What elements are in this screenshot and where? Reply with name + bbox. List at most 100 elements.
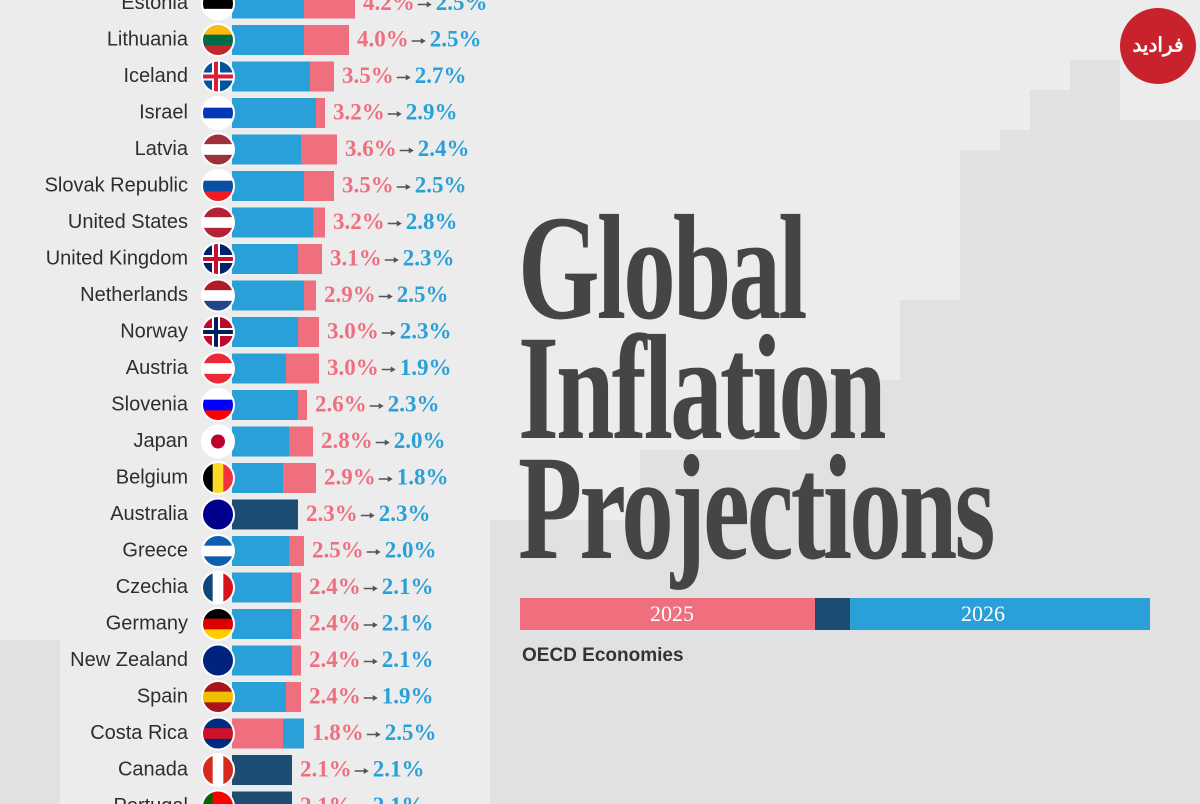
arrow-head bbox=[420, 38, 426, 44]
watermark: فرادید bbox=[1132, 34, 1183, 57]
value-label-2026: 2.5% bbox=[436, 0, 488, 15]
bar-2026 bbox=[232, 572, 292, 603]
bar-2025 bbox=[232, 718, 283, 749]
bar-2026 bbox=[232, 61, 310, 92]
flag-stripe bbox=[212, 790, 224, 804]
flag-ring bbox=[201, 716, 235, 751]
flag-stripe bbox=[202, 556, 234, 567]
arrow-head bbox=[426, 1, 432, 8]
value-label-2025: 3.2% bbox=[333, 99, 385, 124]
flag-ring bbox=[201, 789, 235, 804]
value-label-2026: 2.1% bbox=[382, 610, 434, 635]
flag bbox=[202, 462, 234, 494]
flag-stripe bbox=[202, 154, 234, 166]
flag-stripe bbox=[223, 790, 234, 804]
bar-2026 bbox=[232, 645, 292, 676]
chart-subtitle: OECD Economies bbox=[522, 645, 684, 666]
value-label-2026: 2.4% bbox=[418, 136, 470, 161]
flag-stripe bbox=[202, 571, 214, 604]
arrow-head bbox=[372, 585, 378, 592]
flag bbox=[202, 608, 234, 640]
flag-stripe bbox=[223, 571, 234, 604]
flag-stripe bbox=[202, 300, 234, 312]
category-label: Canada bbox=[118, 758, 189, 780]
bar-2026 bbox=[232, 171, 304, 201]
category-label: New Zealand bbox=[70, 649, 188, 671]
bar-2026 bbox=[232, 390, 298, 420]
bar-2026 bbox=[232, 682, 286, 712]
arrow-head bbox=[390, 330, 396, 336]
value-label-2025: 3.5% bbox=[342, 63, 394, 88]
value-label-2025: 3.0% bbox=[327, 355, 379, 380]
value-label-2026: 2.3% bbox=[400, 318, 452, 343]
flag-ring bbox=[201, 242, 235, 276]
flag bbox=[202, 790, 234, 804]
value-label-2025: 2.1% bbox=[300, 756, 352, 781]
category-label: Belgium bbox=[116, 466, 188, 488]
flag bbox=[202, 754, 234, 786]
flag-stripe bbox=[202, 279, 234, 291]
flag bbox=[202, 0, 234, 20]
arrow-head bbox=[384, 439, 390, 446]
flag-stripe bbox=[202, 45, 234, 56]
bar-2026 bbox=[232, 426, 289, 457]
value-label-2026: 2.8% bbox=[406, 209, 458, 234]
legend-swatch bbox=[850, 598, 1150, 630]
value-label-2025: 3.5% bbox=[342, 172, 394, 197]
bar-2026 bbox=[232, 791, 292, 804]
flag-stripe bbox=[202, 399, 234, 411]
category-label: Greece bbox=[122, 539, 188, 561]
value-label-2025: 2.6% bbox=[315, 391, 367, 416]
bar-2026 bbox=[232, 353, 286, 384]
flag-stripe bbox=[223, 754, 234, 786]
flag-stripe bbox=[202, 410, 234, 421]
flag-stripe bbox=[202, 206, 234, 218]
category-label: Australia bbox=[110, 503, 189, 525]
bar-2026 bbox=[232, 207, 313, 238]
flag bbox=[202, 206, 234, 239]
flag bbox=[202, 133, 234, 166]
legend-label: 2025 bbox=[650, 601, 694, 626]
flag-ring bbox=[201, 23, 235, 57]
flag-disc bbox=[211, 434, 225, 449]
flag-stripe bbox=[202, 629, 234, 640]
value-label-2025: 2.4% bbox=[309, 683, 361, 708]
value-label-2026: 2.5% bbox=[430, 26, 482, 51]
flag-stripe bbox=[202, 691, 234, 703]
value-label-2026: 1.9% bbox=[382, 683, 434, 708]
flag-ring bbox=[201, 570, 235, 605]
flag-ring bbox=[201, 315, 235, 349]
flag-ring bbox=[201, 680, 235, 714]
bar-2026 bbox=[232, 134, 301, 165]
flag-ring bbox=[201, 643, 235, 678]
category-label: Lithuania bbox=[107, 28, 189, 50]
category-label: Netherlands bbox=[80, 284, 188, 306]
flag bbox=[202, 170, 234, 202]
value-label-2025: 2.9% bbox=[324, 282, 376, 307]
arrow-head bbox=[390, 366, 396, 373]
flag-stripe bbox=[202, 644, 234, 656]
bar-2026 bbox=[232, 244, 298, 274]
value-label-2025: 3.0% bbox=[327, 318, 379, 343]
flag-ring bbox=[201, 59, 235, 94]
category-label: Slovak Republic bbox=[45, 174, 188, 196]
arrow-head bbox=[375, 549, 381, 555]
bar-2026 bbox=[232, 463, 283, 493]
arrow-head bbox=[369, 512, 375, 519]
flag-stripe bbox=[202, 462, 214, 494]
flag bbox=[202, 681, 234, 713]
flag-stripe bbox=[202, 754, 214, 786]
flag-ring bbox=[201, 388, 235, 422]
value-label-2026: 2.0% bbox=[385, 537, 437, 562]
bar-2026 bbox=[232, 536, 289, 566]
flag-stripe bbox=[202, 717, 234, 729]
arrow-head bbox=[405, 184, 411, 190]
flag-stripe bbox=[202, 170, 234, 182]
flag-stripe bbox=[202, 702, 234, 713]
arrow-head bbox=[408, 147, 414, 154]
bar-2026 bbox=[232, 25, 304, 55]
value-label-2026: 2.0% bbox=[394, 428, 446, 453]
flag-ring bbox=[201, 351, 235, 386]
flag-stripe bbox=[202, 144, 234, 156]
